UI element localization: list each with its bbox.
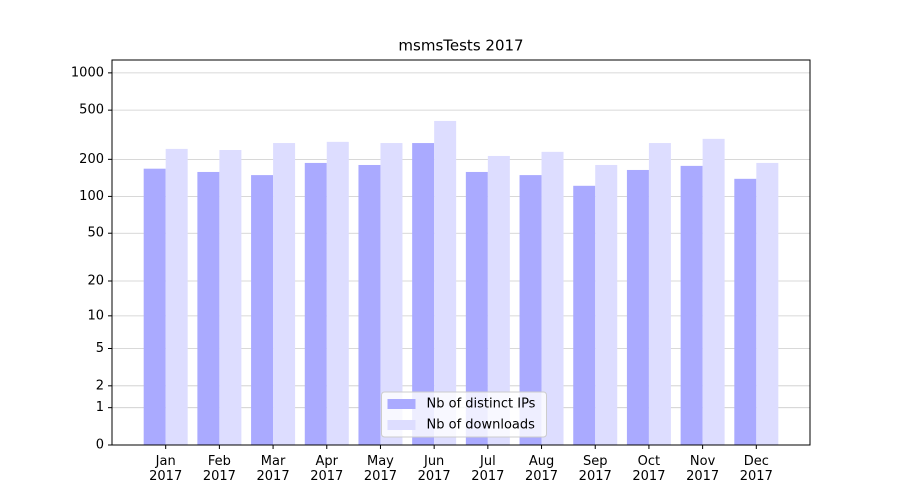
bar [273, 143, 296, 445]
bar [251, 175, 274, 445]
bar [541, 151, 564, 445]
x-tick-label: Oct 2017 [632, 454, 666, 484]
bar [626, 169, 649, 446]
y-tick-label: 20 [87, 274, 104, 289]
bar [304, 162, 327, 445]
legend-swatch [387, 420, 416, 430]
y-tick-label: 50 [87, 226, 104, 241]
bar [680, 165, 703, 445]
y-tick-label: 1000 [71, 65, 104, 80]
bar [573, 185, 596, 446]
y-tick-label: 10 [87, 308, 104, 323]
bar [465, 171, 488, 445]
legend-swatch [387, 399, 416, 409]
y-tick-label: 2 [96, 378, 104, 393]
legend-label: Nb of distinct IPs [427, 397, 536, 412]
x-tick-label: Nov 2017 [686, 454, 720, 484]
bar [519, 175, 542, 445]
bar [380, 143, 403, 445]
x-tick-label: Sep 2017 [578, 454, 612, 484]
bar [165, 148, 188, 445]
y-tick-label: 100 [79, 189, 104, 204]
legend-box [381, 391, 547, 438]
y-tick-label: 5 [96, 341, 104, 356]
chart-title: msmsTests 2017 [398, 37, 523, 55]
bar [358, 164, 381, 445]
bar [734, 178, 757, 446]
x-tick-label: Feb 2017 [202, 454, 236, 484]
y-tick-label: 200 [79, 152, 104, 167]
bar [648, 143, 671, 445]
x-tick-label: Jan 2017 [149, 454, 183, 484]
bar [487, 155, 510, 445]
bar [595, 164, 618, 445]
y-tick-label: 500 [79, 103, 104, 118]
x-tick-label: Mar 2017 [256, 454, 290, 484]
bar [326, 141, 349, 445]
bar [412, 143, 435, 445]
y-tick-label: 1 [96, 400, 104, 415]
bar [756, 162, 779, 445]
x-tick-label: Aug 2017 [524, 454, 559, 484]
bar [702, 138, 725, 446]
y-tick-label: 0 [96, 438, 104, 453]
bar [143, 168, 166, 445]
bar [434, 120, 457, 446]
x-tick-label: Jul 2017 [471, 454, 505, 484]
bar [197, 171, 220, 445]
x-tick-label: Jun 2017 [417, 454, 451, 484]
legend-label: Nb of downloads [427, 418, 536, 433]
axes-frame [111, 59, 811, 446]
bar [219, 150, 242, 445]
x-tick-label: Dec 2017 [739, 454, 773, 484]
x-tick-label: Apr 2017 [310, 454, 344, 484]
x-tick-label: May 2017 [363, 454, 397, 484]
